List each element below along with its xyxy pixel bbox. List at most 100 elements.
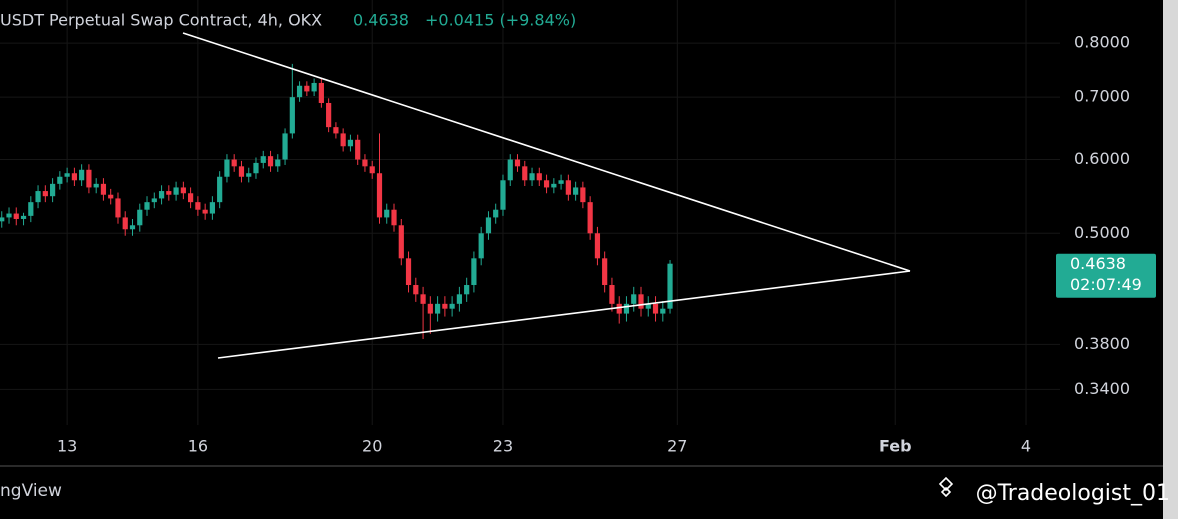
candle-body	[122, 217, 128, 230]
candles	[0, 63, 673, 340]
candle-body	[500, 180, 506, 210]
candle-body	[565, 180, 571, 195]
candle-body	[660, 308, 666, 314]
x-tick-label: 4	[1021, 437, 1031, 456]
candle-body	[442, 303, 448, 309]
candle-body	[224, 159, 230, 177]
candle-body	[485, 217, 492, 234]
candle-body	[71, 173, 78, 181]
candle-body	[529, 173, 535, 181]
candle-body	[209, 202, 215, 214]
footer-brand: ngView	[0, 481, 62, 501]
y-tick-label: 0.5000	[1074, 223, 1130, 242]
candle-body	[180, 187, 186, 194]
x-tick-label: 23	[493, 437, 513, 456]
candle-body	[522, 166, 528, 181]
y-tick-label: 0.7000	[1074, 87, 1130, 106]
candle-body	[355, 139, 361, 160]
candle-body	[427, 303, 433, 314]
candle-body	[304, 85, 310, 92]
candle-body	[28, 202, 34, 216]
candle-body	[115, 198, 121, 218]
candle-body	[0, 217, 5, 222]
candle-body	[57, 176, 63, 184]
y-tick-label: 0.6000	[1074, 149, 1130, 168]
candle-body	[558, 180, 564, 184]
candle-body	[318, 82, 324, 103]
candle-body	[64, 173, 70, 177]
candle-body	[217, 176, 223, 203]
candle-body	[384, 209, 390, 218]
candle-body	[514, 159, 521, 167]
candle-body	[456, 294, 462, 304]
candle-body	[652, 303, 659, 314]
candle-body	[667, 263, 673, 309]
watermark: @Tradeologist_01	[976, 481, 1170, 506]
candle-body	[580, 187, 586, 203]
candle-body	[311, 82, 317, 92]
candle-body	[616, 303, 622, 314]
candle-body	[638, 294, 644, 309]
candle-body	[587, 202, 593, 234]
candle-body	[246, 173, 252, 177]
candle-body	[158, 191, 165, 199]
candle-body	[376, 173, 383, 218]
candle-body	[602, 258, 608, 286]
candle-body	[536, 173, 542, 181]
candle-body	[289, 97, 295, 134]
trendline-lower	[217, 270, 911, 359]
candle-body	[166, 191, 172, 195]
candle-body	[362, 159, 368, 167]
x-tick-label: 27	[667, 437, 687, 456]
candle-body	[187, 193, 194, 203]
candle-body	[93, 183, 99, 188]
x-tick-label: 16	[188, 437, 208, 456]
candle-body	[79, 169, 85, 181]
x-tick-label: 20	[362, 437, 382, 456]
frame-right	[1163, 0, 1178, 519]
candle-body	[551, 183, 557, 188]
candle-body	[573, 187, 579, 195]
candle-body	[267, 156, 274, 167]
axes: 0.3400 0.3800 0.5000 0.6000 0.7000 0.8000 13 16…	[57, 33, 1156, 456]
chart-title: USDT Perpetual Swap Contract, 4h, OKX	[0, 11, 322, 30]
candle-body	[398, 225, 404, 259]
candle-body	[478, 233, 484, 259]
candle-body	[151, 198, 157, 203]
candle-body	[275, 159, 281, 167]
candle-body	[391, 209, 397, 226]
candle-body	[326, 102, 332, 128]
candle-body	[645, 303, 651, 309]
candle-body	[594, 233, 601, 259]
candle-body	[296, 85, 303, 98]
candle-body	[100, 183, 107, 195]
frame-bottom	[0, 465, 1163, 467]
candle-body	[260, 156, 266, 163]
candle-body	[464, 285, 470, 295]
price-label: 0.4638	[1070, 254, 1126, 273]
price-label-box	[1056, 253, 1156, 298]
candle-body	[13, 213, 19, 219]
x-tick-label: Feb	[879, 437, 912, 456]
candle-body	[543, 180, 550, 188]
candle-body	[434, 303, 441, 314]
last-price: 0.4638	[353, 11, 409, 30]
candle-body	[405, 258, 412, 286]
candle-body	[420, 294, 426, 304]
price-change: +0.0415 (+9.84%)	[425, 11, 576, 30]
candle-body	[129, 225, 136, 230]
candle-body	[202, 209, 208, 214]
candle-body	[369, 166, 375, 174]
candle-body	[195, 202, 201, 210]
candle-body	[137, 209, 143, 226]
y-tick-label: 0.3800	[1074, 334, 1130, 353]
candle-body	[86, 169, 92, 188]
x-tick-label: 13	[57, 437, 77, 456]
candle-body	[238, 166, 245, 177]
candle-body	[253, 162, 259, 174]
candle-body	[35, 191, 41, 203]
candle-body	[340, 133, 346, 147]
